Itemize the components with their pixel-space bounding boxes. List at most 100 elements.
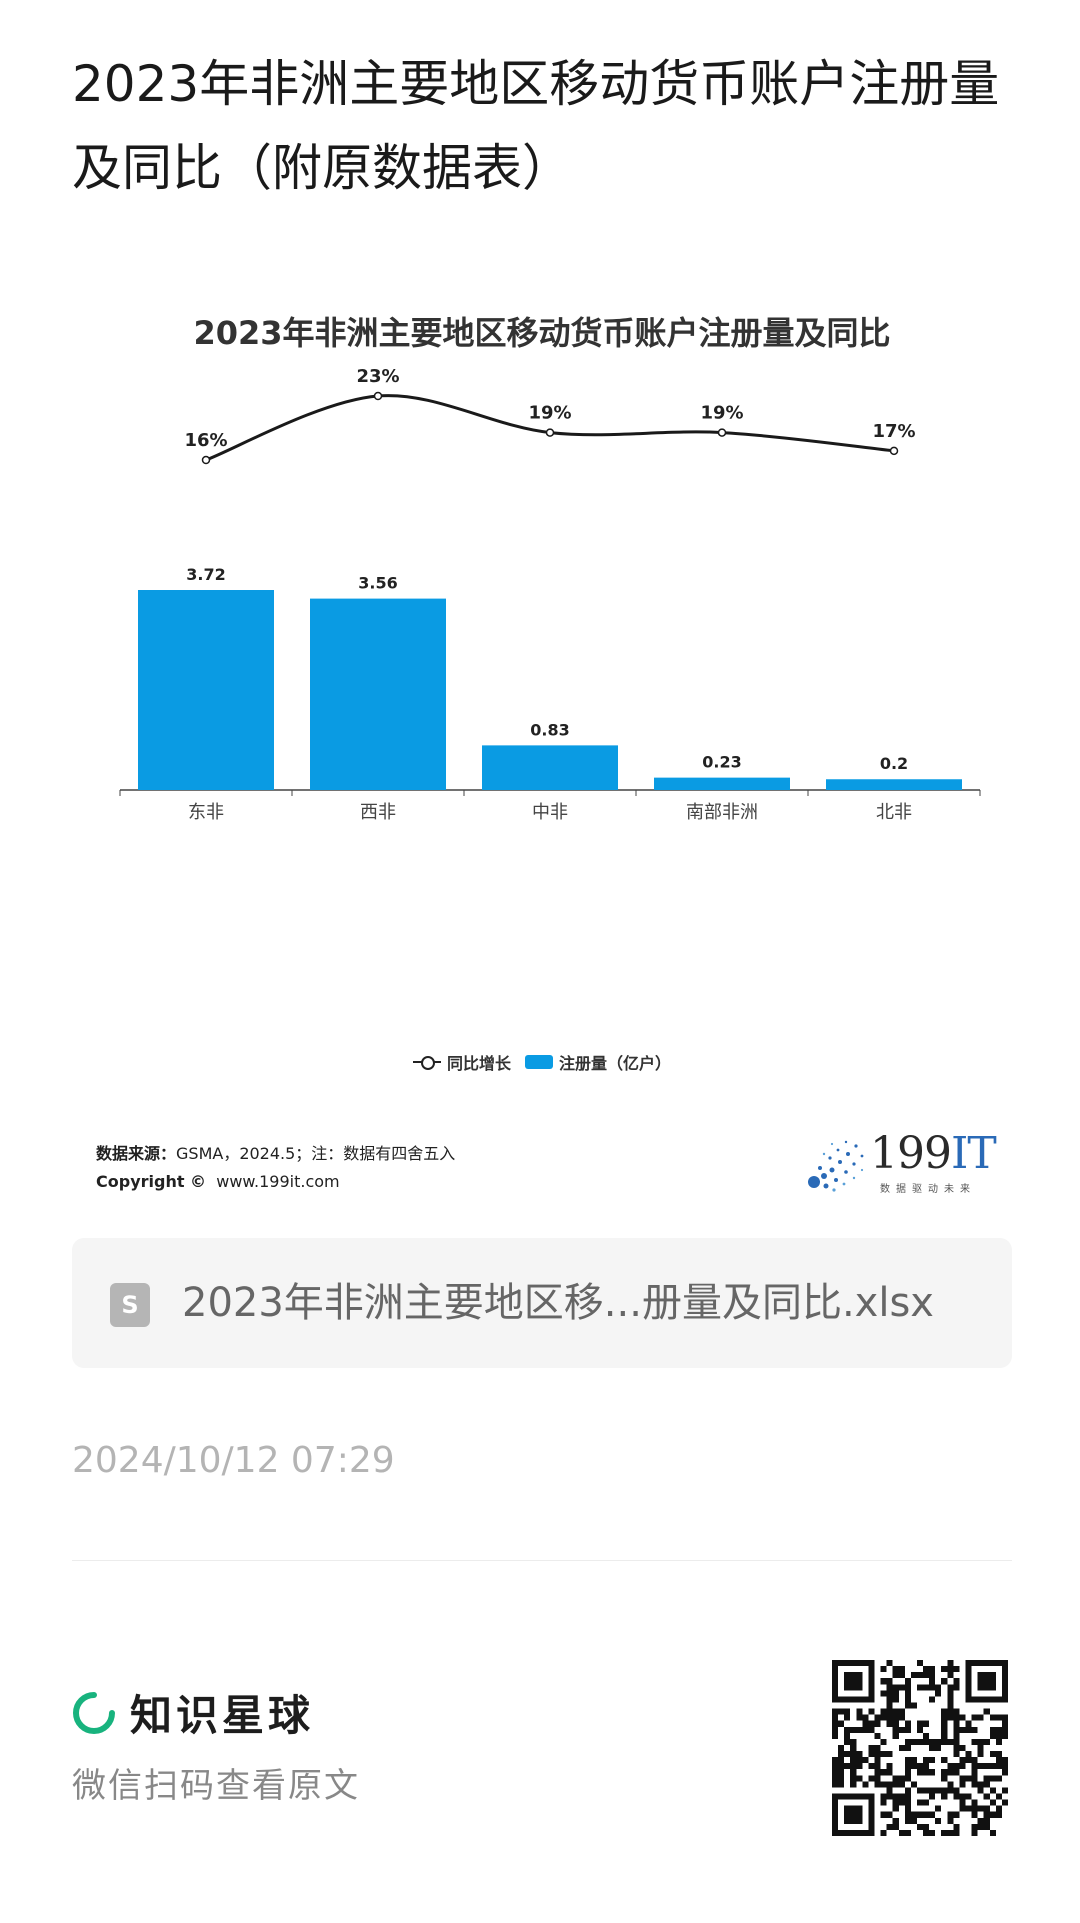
qr-module [935,1817,942,1824]
qr-module [989,1714,996,1721]
qr-code[interactable] [832,1660,1008,1836]
qr-module [886,1811,893,1818]
copyright-line: Copyright © www.199it.com [96,1168,455,1196]
qr-module [892,1781,899,1788]
qr-module [935,1744,942,1752]
qr-module [1001,1678,1008,1685]
growth-label-4: 17% [872,421,915,442]
qr-module [850,1781,857,1788]
qr-module [886,1696,893,1703]
qr-module [874,1744,881,1752]
qr-module [971,1726,978,1733]
qr-module [1001,1720,1008,1727]
qr-module [1001,1666,1008,1673]
qr-module [850,1763,857,1770]
qr-module [898,1781,905,1788]
copyright-label: Copyright © [96,1172,207,1191]
bar-0 [138,590,274,790]
qr-module [965,1684,972,1691]
qr-module [983,1781,990,1788]
qr-module [832,1708,839,1715]
qr-module [971,1805,978,1812]
qr-module [977,1744,984,1752]
qr-module [965,1793,972,1800]
qr-module [947,1708,954,1715]
qr-module [832,1678,839,1685]
qr-module [868,1690,875,1697]
qr-module [983,1817,990,1824]
source-line: 数据来源：GSMA，2024.5；注：数据有四舍五入 [96,1140,455,1168]
qr-module [832,1823,839,1830]
qr-module [989,1763,996,1770]
qr-module [971,1811,978,1818]
qr-module [923,1757,930,1764]
qr-module [856,1757,863,1764]
qr-module [904,1775,911,1782]
qr-module [892,1726,899,1733]
qr-module [832,1769,839,1776]
attachment-filename[interactable]: 2023年非洲主要地区移...册量及同比.xlsx [182,1280,934,1326]
qr-module [892,1696,899,1703]
qr-module [910,1672,917,1679]
qr-module [947,1666,954,1673]
qr-module [838,1751,845,1758]
qr-module [959,1757,966,1764]
legend-line-marker [412,1056,441,1070]
qr-module [856,1684,863,1691]
qr-module [862,1714,869,1721]
qr-module [995,1732,1002,1739]
qr-module [995,1714,1002,1721]
qr-module [947,1817,954,1824]
qr-module [886,1660,893,1667]
qr-module [971,1829,978,1836]
qr-module [850,1805,857,1812]
qr-module [983,1678,990,1685]
legend-item-registrations: 注册量（亿户） [525,1050,671,1074]
qr-module [832,1666,839,1673]
qr-module [904,1684,911,1691]
qr-module [965,1696,972,1703]
qr-module [935,1738,942,1745]
qr-module [856,1751,863,1758]
qr-module [904,1817,911,1824]
qr-module [947,1763,954,1770]
qr-module [977,1684,984,1691]
qr-module [892,1793,899,1800]
qr-module [844,1811,851,1818]
brand-tagline: 数据驱动未来 [880,1184,976,1195]
qr-module [953,1684,960,1691]
qr-module [941,1757,948,1764]
qr-module [832,1757,839,1764]
qr-module [935,1805,942,1812]
qr-module [953,1763,960,1770]
qr-module [856,1714,863,1721]
qr-module [977,1787,984,1794]
qr-module [965,1690,972,1697]
x-tick-label-3: 南部非洲 [686,802,758,823]
qr-module [941,1793,948,1800]
qr-module [832,1690,839,1697]
qr-module [862,1660,869,1667]
source-label: 数据来源： [96,1144,177,1163]
qr-module [856,1793,863,1800]
qr-module [916,1823,924,1830]
qr-module [874,1775,881,1782]
qr-module [856,1708,863,1715]
qr-module [965,1775,972,1782]
qr-module [983,1708,990,1715]
qr-module [941,1720,948,1727]
qr-module [868,1678,875,1685]
qr-module [995,1757,1002,1764]
qr-module [844,1726,851,1733]
growth-point-3 [717,428,727,437]
legend-label-growth: 同比增长 [446,1054,511,1073]
qr-module [838,1744,845,1752]
qr-module [904,1787,911,1794]
qr-module [832,1763,839,1770]
qr-module [880,1769,887,1776]
attachment-card[interactable]: S 2023年非洲主要地区移...册量及同比.xlsx [72,1238,1012,1368]
qr-module [832,1660,839,1667]
qr-module [868,1805,875,1812]
qr-module [910,1757,917,1764]
qr-module [1001,1672,1008,1679]
